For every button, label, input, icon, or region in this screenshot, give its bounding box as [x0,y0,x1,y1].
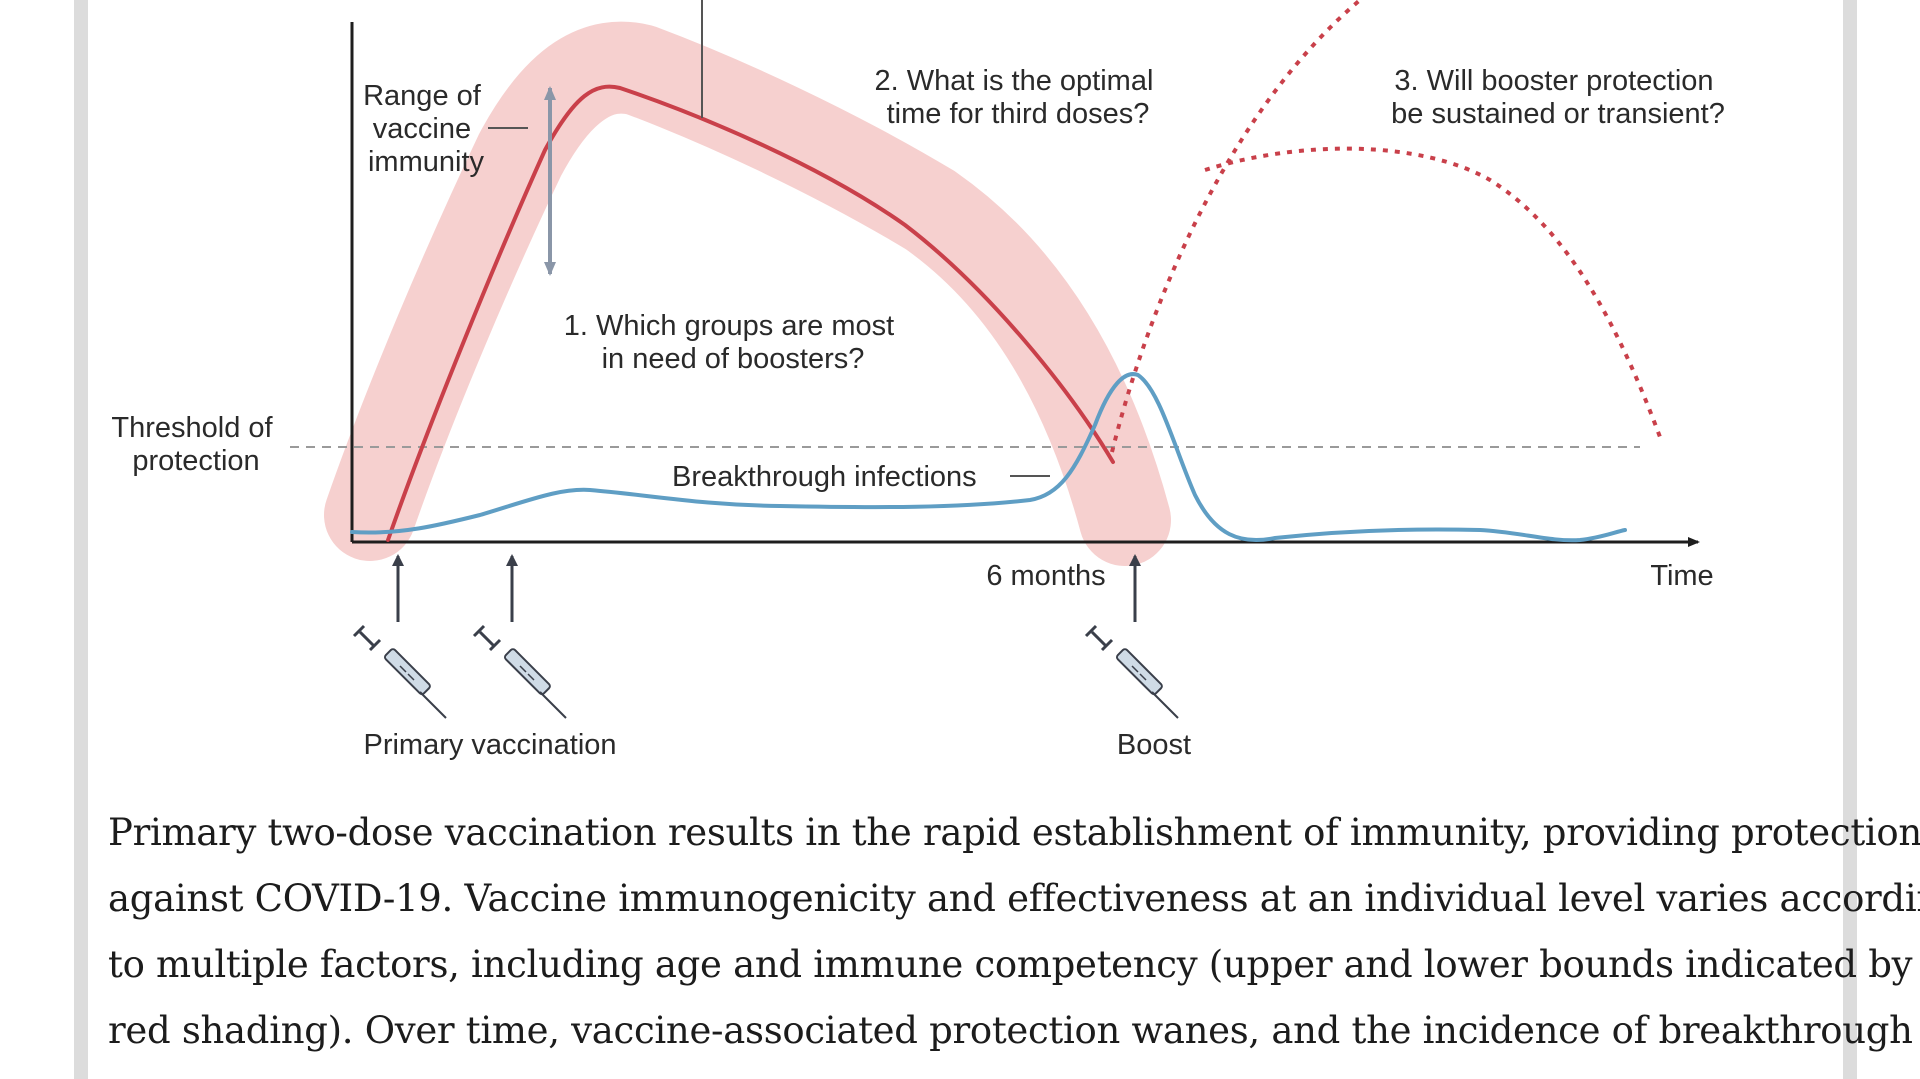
question-1: 1. Which groups are most in need of boos… [564,310,902,375]
range-label: Range of vaccine immunity [363,80,489,178]
syringe-icon [472,624,568,720]
caption-line: to multiple factors, including age and i… [108,943,1913,986]
question-2: 2. What is the optimal time for third do… [875,65,1162,130]
booster-diagram: Range of vaccine immunity Threshold of p… [111,0,1725,761]
syringe-icon [352,624,448,720]
threshold-label: Threshold of protection [111,412,280,477]
left-frame-border [74,0,88,1079]
figure-caption: Primary two-dose vaccination results in … [108,800,1920,1064]
vaccine-immunity-line [386,84,1115,542]
caption-line: Primary two-dose vaccination results in … [108,811,1920,854]
booster-transient-curve [1204,146,1662,438]
caption-line: red shading). Over time, vaccine-associa… [108,1009,1913,1052]
six-months-label: 6 months [986,560,1105,592]
right-frame-border [1843,0,1857,1079]
breakthrough-infections-line [350,372,1627,543]
time-axis-label: Time [1650,560,1713,592]
question-3: 3. Will booster protection be sustained … [1391,65,1725,130]
boost-label: Boost [1117,729,1191,761]
breakthrough-label: Breakthrough infections [672,461,977,493]
primary-vaccination-label: Primary vaccination [363,729,616,761]
syringe-icon [1084,624,1180,720]
immunity-range-band [324,21,1171,566]
caption-line: against COVID-19. Vaccine immunogenicity… [108,877,1920,920]
